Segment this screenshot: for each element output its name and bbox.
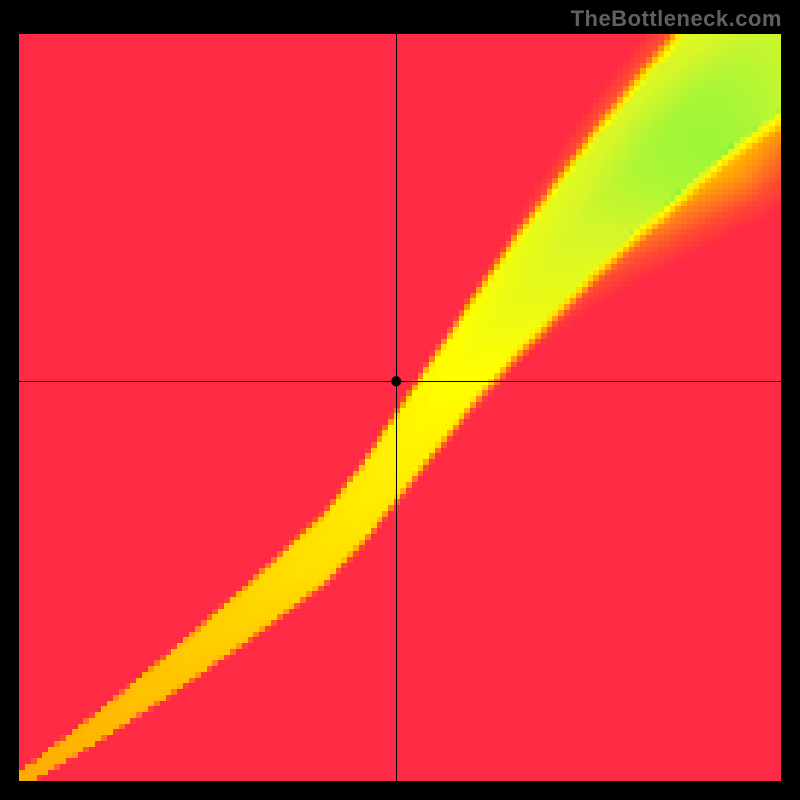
chart-root: { "brand": { "text": "TheBottleneck.com"…	[0, 0, 800, 800]
heatmap-canvas	[19, 34, 781, 781]
heatmap-plot	[19, 34, 781, 781]
brand-label: TheBottleneck.com	[571, 6, 782, 32]
